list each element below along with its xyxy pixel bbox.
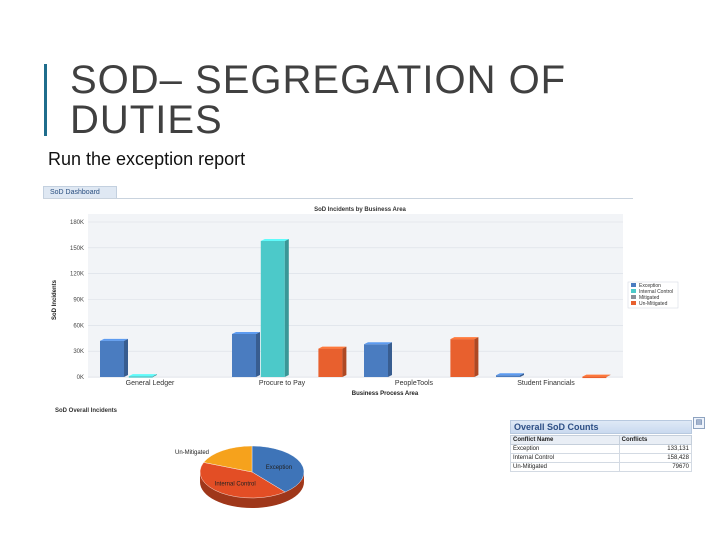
bar-side [124,338,128,377]
slide-subtitle: Run the exception report [48,149,246,169]
row-name: Internal Control [510,453,620,463]
bar-top [260,238,289,241]
column-header-conflict-name[interactable]: Conflict Name [510,435,620,445]
bar-side [474,337,479,377]
pie-label: Exception [266,465,292,471]
incidents-bar-chart: SoD Incidents by Business Area Business … [40,200,680,400]
y-tick-label: 0K [77,375,84,381]
legend-box [627,281,679,309]
title-accent-bar [44,64,47,136]
bar-side [342,346,347,377]
grid-layer: 0K 30K 60K 90K 120K 150K 180K [70,220,623,381]
counts-table: Conflict Name Conflicts Exception 133,13… [510,435,693,472]
row-name: Un-Mitigated [510,462,620,472]
bar-side [256,331,260,377]
bar-top [232,331,260,334]
bar-top [318,346,347,349]
bar-chart-svg: SoD Incidents by Business Area Business … [52,207,679,397]
bar-side [388,342,392,377]
y-tick-label: 90K [73,298,84,304]
pie-svg: Exception Internal Control Un-Mitigated [175,445,305,508]
bar-top [496,373,524,376]
y-axis-title: SoD Incidents [52,279,58,320]
x-axis-title: Business Process Area [352,391,419,397]
legend-item: Exception [639,283,661,289]
bar-top [582,374,611,377]
legend-swatch [631,289,636,293]
x-category-label: Student Financials [517,380,575,387]
bar-exception [364,344,388,377]
bar-top [450,337,479,340]
table-row: Internal Control 158,428 [510,453,693,463]
bar-un-mitigated [318,348,343,377]
row-count: 158,428 [618,453,693,463]
plot-background [88,214,623,378]
bar-side [152,374,157,377]
bar-side [284,238,289,377]
slide-title: SOD– SEGREGATION OF DUTIES [70,58,567,142]
counts-title: Overall SoD Counts [514,422,599,432]
bar-side [606,374,611,377]
bar-top [100,338,128,341]
bar-exception [496,375,520,377]
bar-exception [232,333,256,377]
x-category-label: Procure to Pay [259,380,306,387]
row-count: 133,131 [618,444,693,454]
legend-swatch [631,301,636,305]
bars-layer: General Ledger Procure to Pay PeopleTools S… [100,238,611,387]
bar-un-mitigated [450,339,475,377]
x-category-label: PeopleTools [395,380,434,387]
pie-slice-internal-control [199,462,286,499]
bar-top [364,342,392,345]
legend-item: Un-Mitigated [639,301,668,307]
bar-side [520,373,524,377]
y-tick-label: 150K [70,246,84,252]
table-row: Exception 133,131 [510,444,693,454]
table-row: Un-Mitigated 79670 [510,462,693,472]
bar-exception [100,340,124,377]
chart-title: SoD Incidents by Business Area [314,207,406,213]
pie-label: Internal Control [215,482,256,488]
legend-item: Internal Control [639,289,673,295]
counts-header: Overall SoD Counts ▤ [510,417,705,434]
bar-internal-control [128,376,153,378]
row-count: 79670 [618,462,693,472]
column-header-conflicts[interactable]: Conflicts [618,435,693,445]
pie-slice-un-mitigated [203,445,253,473]
bar-top [128,374,157,377]
y-tick-label: 180K [70,220,84,226]
dashboard-tab[interactable]: SoD Dashboard [43,186,117,198]
legend-swatch [631,283,636,287]
row-name: Exception [510,444,620,454]
dashboard-divider [43,198,633,199]
pie-title: SoD Overall Incidents [55,408,118,414]
pie-label: Un-Mitigated [175,450,209,456]
y-tick-label: 60K [73,323,84,329]
pie-slice-exception [251,445,305,493]
x-category-label: General Ledger [126,380,175,387]
overall-incidents-pie: Exception Internal Control Un-Mitigated [170,436,320,526]
y-tick-label: 30K [73,349,84,355]
legend-swatch [631,295,636,299]
y-tick-label: 120K [70,272,84,278]
bar-un-mitigated [582,376,607,379]
bar-internal-control [260,240,285,377]
legend-item: Mitigated [639,295,660,301]
overall-counts-panel: Overall SoD Counts ▤ Conflict Name Confl… [510,417,705,472]
chart-icon[interactable]: ▤ [693,417,705,429]
